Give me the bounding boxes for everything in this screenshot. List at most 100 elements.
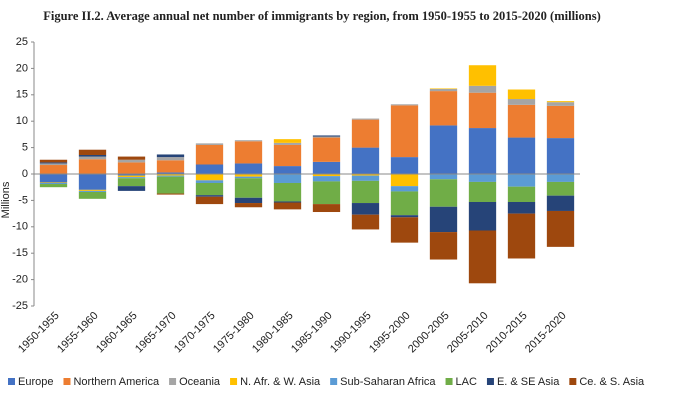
legend-swatch [230, 378, 238, 385]
y-tick-label: -20 [12, 274, 28, 286]
legend-swatch [63, 378, 71, 385]
legend-label: Ce. & S. Asia [579, 376, 645, 388]
bar-segment [351, 203, 380, 215]
bar-segment [234, 197, 263, 204]
bar-segment [117, 174, 146, 176]
y-tick-label: 0 [22, 168, 28, 180]
bar-segment [429, 125, 458, 174]
bar-segment [156, 174, 185, 176]
bar-segment [312, 137, 341, 162]
x-tick-label: 1965-1970 [133, 310, 179, 356]
y-tick-label: 10 [16, 115, 28, 127]
bar-segment [273, 144, 302, 167]
bar-segment [507, 89, 536, 100]
bar-segment [351, 180, 380, 204]
bar-segment [273, 139, 302, 143]
bar-segment [312, 161, 341, 174]
x-tick-label: 2010-2015 [484, 310, 530, 356]
bar-segment [351, 175, 380, 181]
bar-segment [39, 159, 68, 163]
bar-segment [273, 201, 302, 203]
bar-segment [546, 195, 575, 211]
bar-segment [351, 147, 380, 174]
bar-segment [39, 165, 68, 174]
x-tick-label: 1970-1975 [172, 310, 218, 356]
bar-segment [78, 156, 107, 160]
bar-segment [117, 178, 146, 187]
bar-segment [195, 164, 224, 174]
bar-segment [234, 141, 263, 164]
bar-segment [312, 204, 341, 213]
bar-segment [312, 176, 341, 182]
bar-segment [468, 128, 497, 174]
bar-segment [546, 181, 575, 196]
bar-segment [78, 154, 107, 157]
bar-segment [78, 190, 107, 192]
bar-segment [117, 177, 146, 179]
legend-label: N. Afr. & W. Asia [240, 376, 321, 388]
bar-segment [468, 230, 497, 284]
bar-segment [234, 178, 263, 198]
y-tick-label: 20 [16, 62, 28, 74]
bar-segment [156, 160, 185, 173]
bar-segment [78, 174, 107, 190]
bar-segment [546, 105, 575, 139]
bar-segment [429, 174, 458, 180]
x-tick-label: 2005-2010 [445, 310, 491, 356]
bar-segment [390, 174, 419, 187]
bar-segment [195, 174, 224, 181]
bar-segment [390, 191, 419, 216]
y-tick-label: -5 [18, 194, 28, 206]
bar-segment [78, 149, 107, 155]
bar-segment [390, 215, 419, 218]
bar-segment [273, 202, 302, 210]
bar-segment [507, 186, 536, 202]
y-tick-label: 15 [16, 89, 28, 101]
bar-segment [312, 135, 341, 137]
x-tick-label: 1960-1965 [94, 310, 140, 356]
bar-segment [429, 88, 458, 92]
bar-segment [78, 189, 107, 191]
bar-segment [39, 162, 68, 164]
bar-segment [117, 175, 146, 178]
legend-label: Oceania [179, 376, 221, 388]
bar-segment [195, 195, 224, 197]
y-tick-label: 25 [16, 36, 28, 48]
bar-segment [507, 201, 536, 214]
bar-segment [351, 118, 380, 120]
bar-segment [156, 176, 185, 194]
bar-segment [390, 104, 419, 106]
bar-segment [507, 174, 536, 187]
y-tick-label: -10 [12, 221, 28, 233]
y-tick-label: -15 [12, 247, 28, 259]
bar-segment [468, 92, 497, 129]
y-axis-label: Millions [0, 181, 12, 218]
bar-segment [468, 85, 497, 93]
bar-segment [156, 193, 185, 195]
bar-segment [234, 174, 263, 177]
bar-segment [78, 191, 107, 199]
bar-segment [468, 174, 497, 182]
y-tick-label: 5 [22, 142, 28, 154]
legend-swatch [330, 378, 338, 385]
bar-segment [273, 166, 302, 174]
bar-segment [546, 102, 575, 106]
bar-segment [351, 214, 380, 230]
bar-segment [195, 182, 224, 196]
x-tick-label: 1955-1960 [55, 310, 101, 356]
legend-swatch [445, 378, 453, 385]
bar-segment [234, 203, 263, 208]
bar-segment [468, 201, 497, 231]
bar-segment [78, 159, 107, 174]
bar-segment [507, 213, 536, 259]
bar-segment [429, 232, 458, 260]
legend-swatch [569, 378, 577, 385]
bar-segment [390, 105, 419, 158]
legend-label: E. & SE Asia [497, 376, 560, 388]
bar-segment [117, 162, 146, 174]
bar-segment [156, 172, 185, 174]
bar-segment [234, 140, 263, 142]
bar-segment [156, 157, 185, 161]
bar-segment [195, 196, 224, 205]
